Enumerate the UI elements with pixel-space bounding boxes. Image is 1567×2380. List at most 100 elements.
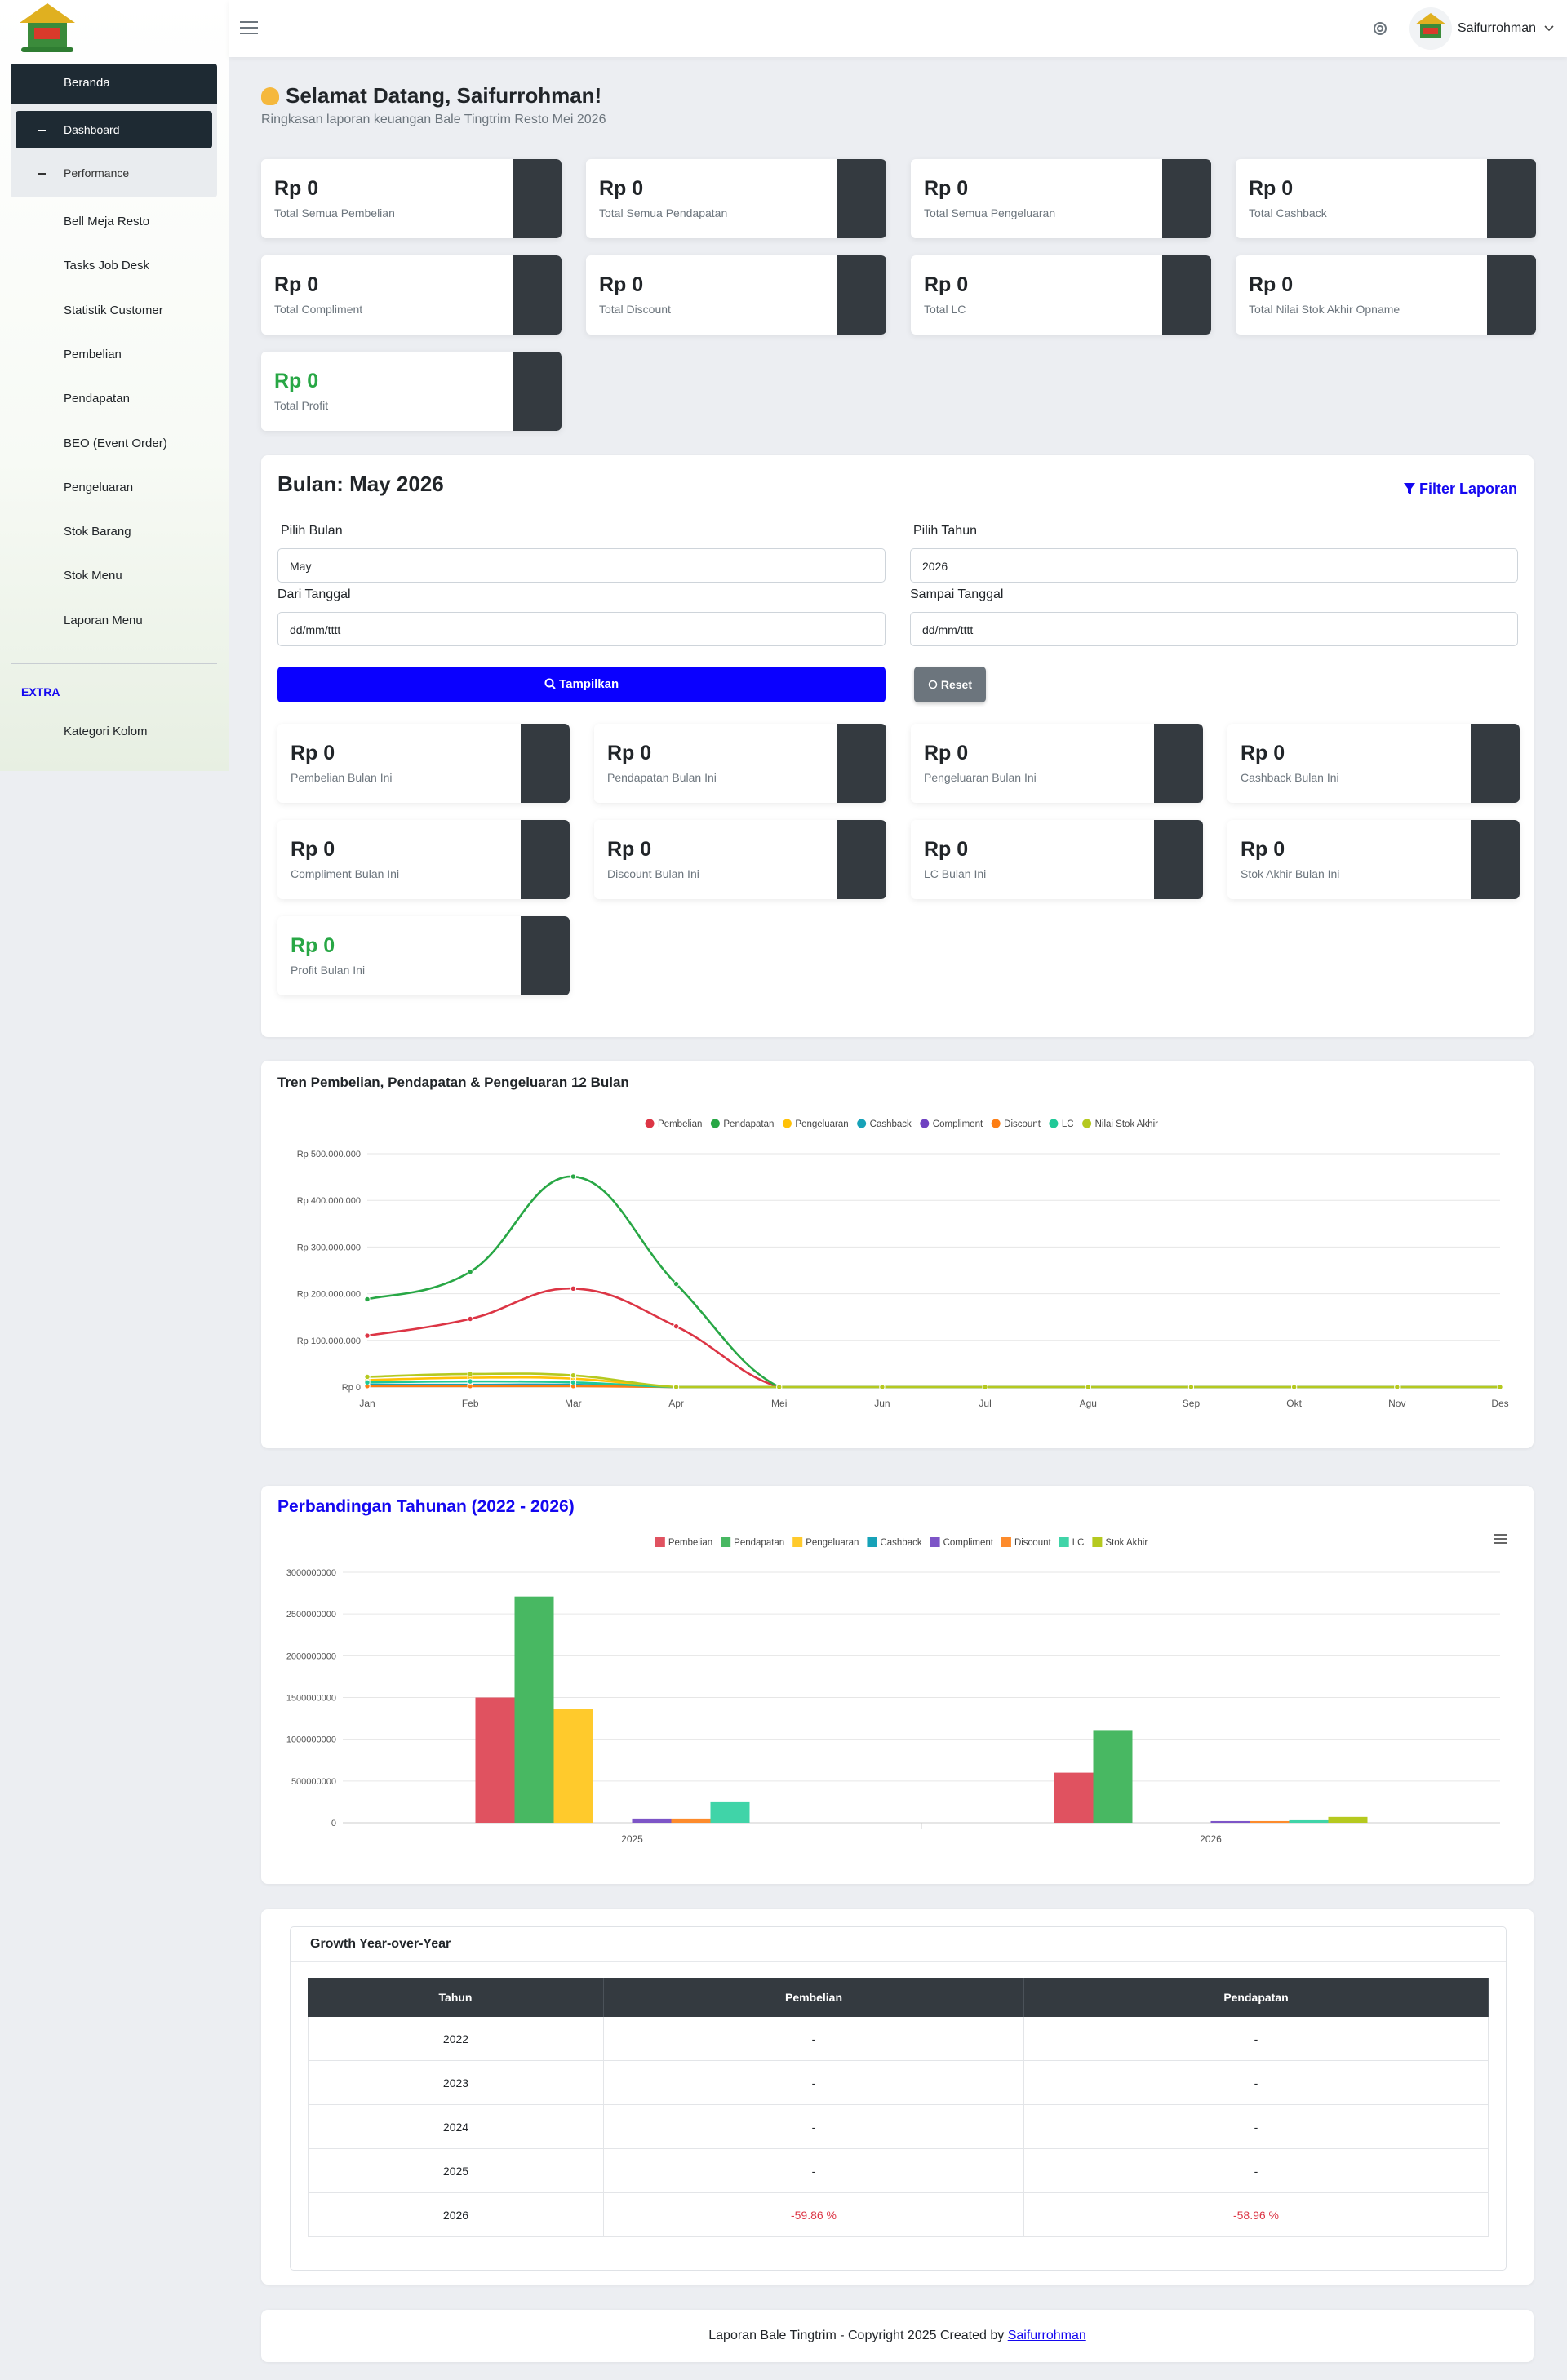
legend-label: Stok Akhir: [1105, 1538, 1148, 1548]
legend-item[interactable]: Discount: [1001, 1537, 1052, 1548]
date-input[interactable]: dd/mm/tttt: [910, 612, 1518, 646]
stat-label: Discount Bulan Ini: [607, 867, 699, 880]
select-control[interactable]: May: [277, 548, 886, 583]
y-tick-label: 3000000000: [286, 1568, 336, 1578]
menu-item[interactable]: Stok Barang: [64, 525, 131, 539]
submenu-item[interactable]: Dashboard: [64, 123, 120, 136]
y-tick-label: 1500000000: [286, 1694, 336, 1704]
menu-item[interactable]: Pembelian: [64, 347, 122, 361]
menu-item[interactable]: Beranda: [64, 76, 110, 90]
legend-item[interactable]: LC: [1049, 1119, 1074, 1130]
bar-chart: Perbandingan Tahunan (2022 - 2026) Pembel…: [277, 1497, 1507, 1845]
date-input[interactable]: dd/mm/tttt: [277, 612, 886, 646]
data-point: [570, 1379, 577, 1385]
stat-card: Rp 0 Total Nilai Stok Akhir Opname: [1236, 255, 1536, 335]
y-tick-label: Rp 100.000.000: [297, 1336, 361, 1346]
submenu-item[interactable]: Performance: [64, 166, 130, 179]
legend-marker: [721, 1537, 731, 1547]
y-tick-label: Rp 400.000.000: [297, 1196, 361, 1206]
legend-item[interactable]: Pendapatan: [721, 1537, 784, 1548]
select-control[interactable]: 2026: [910, 548, 1518, 583]
user-name[interactable]: Saifurrohman: [1458, 21, 1537, 35]
field-label: Dari Tanggal: [277, 587, 351, 601]
submit-button-text[interactable]: Tampilkan: [559, 677, 619, 691]
legend-item[interactable]: Pengeluaran: [782, 1119, 849, 1130]
stat-value: Rp 0: [291, 934, 335, 957]
legend-label: Compliment: [933, 1119, 983, 1129]
menu-item[interactable]: Pendapatan: [64, 392, 130, 406]
legend-item[interactable]: Nilai Stok Akhir: [1082, 1119, 1158, 1130]
control-value[interactable]: 2026: [922, 560, 948, 573]
user-dropdown-caret[interactable]: [1544, 24, 1554, 33]
legend-label: Discount: [1014, 1538, 1052, 1548]
avatar[interactable]: [1409, 7, 1453, 51]
bar: [632, 1818, 672, 1823]
table-header-cell: Tahun: [308, 1978, 604, 2017]
bar: [475, 1697, 515, 1823]
stat-value: Rp 0: [274, 273, 319, 296]
legend-marker: [1092, 1537, 1103, 1547]
legend-label: LC: [1072, 1538, 1085, 1548]
legend-label: Pembelian: [668, 1538, 712, 1548]
legend-item[interactable]: Cashback: [867, 1537, 922, 1548]
y-tick-label: 500000000: [291, 1777, 336, 1787]
legend-item[interactable]: Stok Akhir: [1092, 1537, 1148, 1548]
submit-button[interactable]: Tampilkan: [277, 667, 886, 702]
stat-card: Rp 0 Pengeluaran Bulan Ini: [911, 724, 1203, 803]
legend-item[interactable]: Compliment: [930, 1537, 994, 1548]
stat-label: Cashback Bulan Ini: [1241, 771, 1339, 784]
menu-item[interactable]: Bell Meja Resto: [64, 215, 150, 228]
legend-item[interactable]: Pendapatan: [710, 1119, 775, 1130]
x-tick-label: Apr: [668, 1398, 684, 1409]
bar: [1093, 1730, 1133, 1823]
control-value[interactable]: dd/mm/tttt: [290, 623, 341, 636]
chart-menu-button[interactable]: [1494, 1534, 1507, 1544]
legend-marker: [920, 1119, 930, 1128]
menu-item[interactable]: Laporan Menu: [64, 613, 143, 627]
legend-item[interactable]: Discount: [991, 1119, 1041, 1130]
control-value[interactable]: May: [290, 560, 312, 573]
filter-title: Bulan: May 2026: [277, 472, 444, 496]
menu-item[interactable]: Tasks Job Desk: [64, 259, 150, 273]
stat-value: Rp 0: [924, 742, 969, 765]
growth-panel: Growth Year-over-Year Tahun Pembelian Pend…: [261, 1909, 1534, 2285]
stat-icon-box: [1487, 159, 1536, 238]
stat-label: Total Discount: [599, 303, 671, 316]
menu-item[interactable]: Pengeluaran: [64, 480, 134, 494]
legend-item[interactable]: Pengeluaran: [792, 1537, 859, 1548]
legend-item[interactable]: Compliment: [920, 1119, 983, 1130]
reset-button[interactable]: Reset: [914, 667, 986, 702]
reset-button-text[interactable]: Reset: [940, 678, 973, 691]
menu-item[interactable]: Kategori Kolom: [64, 725, 148, 738]
stat-icon-box: [1162, 159, 1211, 238]
legend-marker: [710, 1119, 720, 1128]
filter-link-text[interactable]: Filter Laporan: [1418, 481, 1517, 497]
legend-item[interactable]: Cashback: [857, 1119, 912, 1130]
legend-item[interactable]: Pembelian: [645, 1119, 703, 1130]
menu-item[interactable]: BEO (Event Order): [64, 436, 167, 450]
legend-label: Cashback: [870, 1119, 912, 1129]
stat-icon-box: [1154, 724, 1203, 803]
footer-text: Laporan Bale Tingtrim - Copyright 2025 C…: [708, 2329, 1005, 2342]
legend-item[interactable]: Pembelian: [655, 1537, 712, 1548]
stat-label: Total Compliment: [274, 303, 363, 316]
footer-link[interactable]: Saifurrohman: [1007, 2329, 1086, 2342]
legend-marker: [792, 1537, 803, 1547]
growth-card: Growth Year-over-Year Tahun Pembelian Pend…: [290, 1926, 1507, 2271]
menu-item[interactable]: Stok Menu: [64, 569, 122, 583]
legend-marker: [991, 1119, 1001, 1128]
filter-link[interactable]: Filter Laporan: [1403, 481, 1517, 498]
control-value[interactable]: dd/mm/tttt: [922, 623, 974, 636]
menu-item[interactable]: Statistik Customer: [64, 303, 163, 317]
stat-value: Rp 0: [599, 273, 644, 296]
x-tick-label: Jan: [359, 1398, 375, 1409]
growth-card-header: [291, 1927, 1506, 1962]
data-point: [364, 1332, 371, 1339]
chart-title: Tren Pembelian, Pendapatan & Pengeluaran…: [277, 1075, 629, 1090]
hamburger-button[interactable]: [240, 20, 258, 36]
legend-item[interactable]: LC: [1059, 1537, 1085, 1548]
table-cell: -: [1024, 2017, 1489, 2061]
settings-button[interactable]: [1371, 20, 1389, 38]
stat-label: Stok Akhir Bulan Ini: [1241, 867, 1340, 880]
